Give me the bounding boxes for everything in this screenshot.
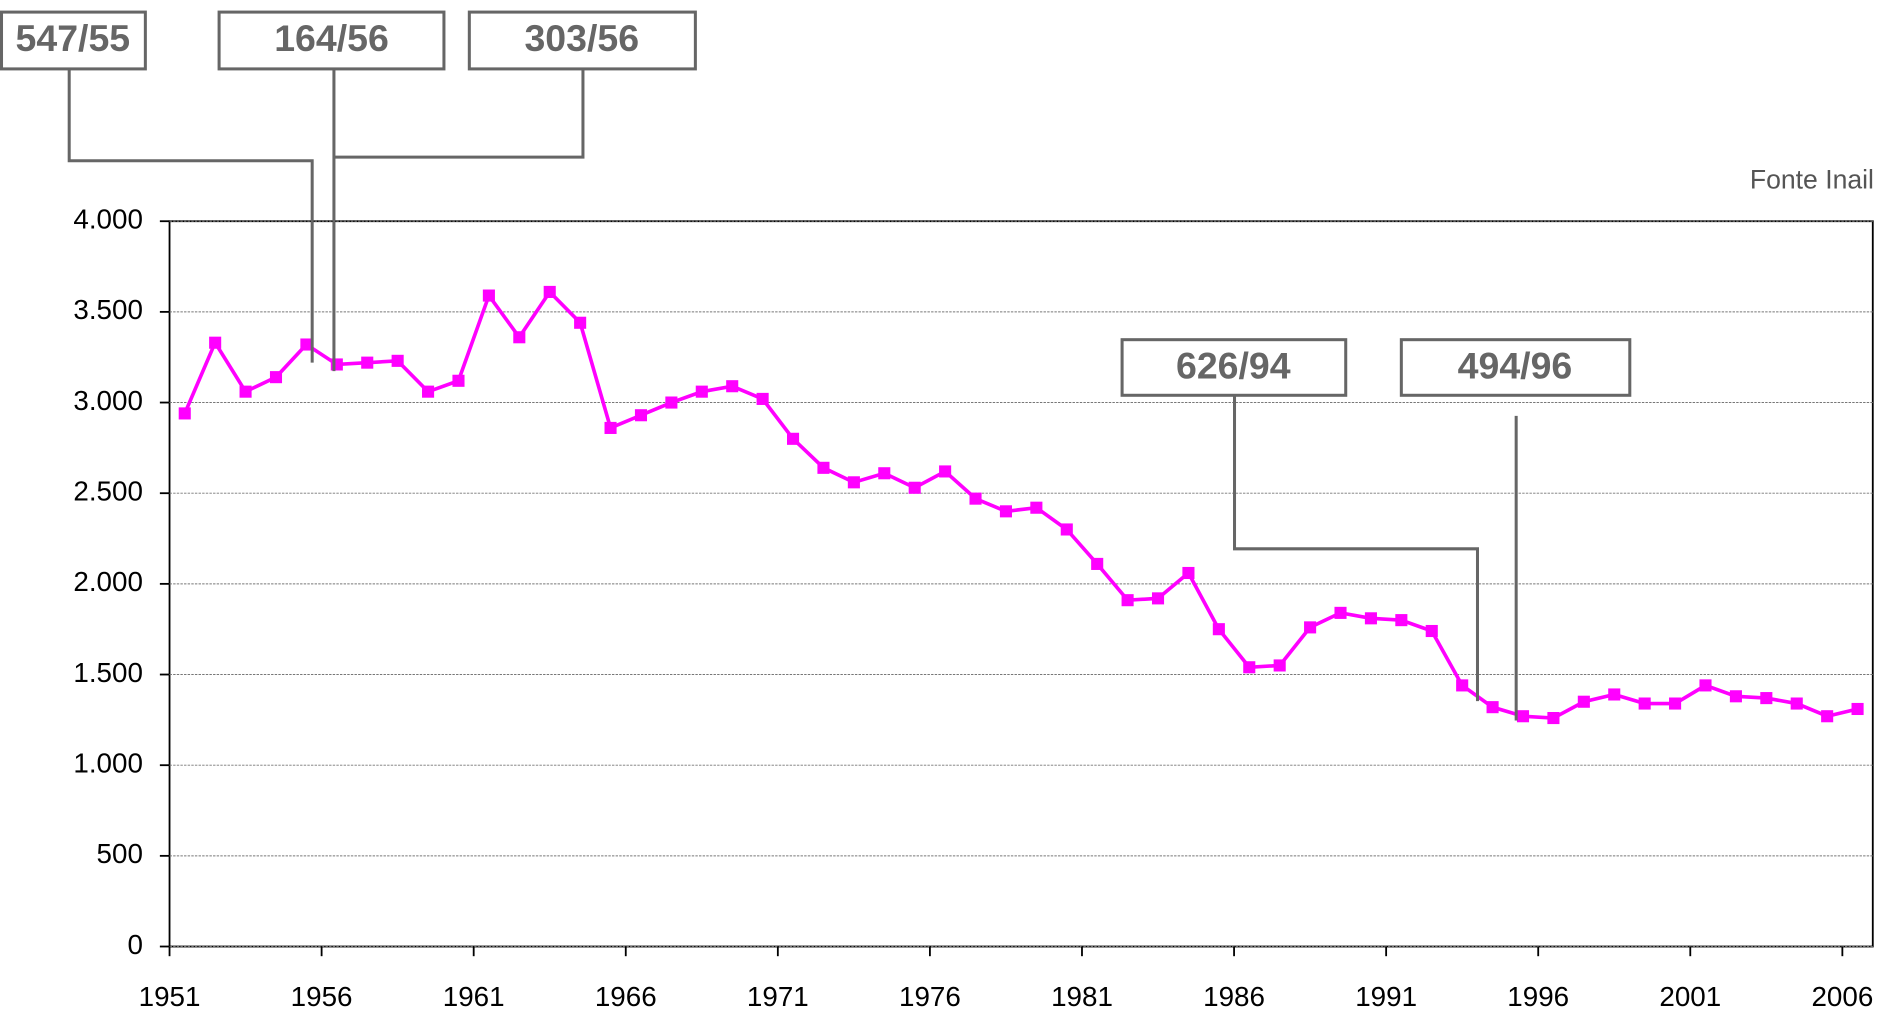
data-point <box>1577 695 1590 708</box>
y-tick-label: 2.000 <box>73 566 143 597</box>
data-point <box>1364 612 1377 625</box>
data-point <box>1334 606 1347 619</box>
data-point <box>1851 702 1864 716</box>
data-point <box>1151 592 1165 605</box>
y-tick-label: 2.500 <box>73 476 143 507</box>
data-point <box>1821 710 1834 723</box>
data-point <box>665 396 678 409</box>
data-point <box>878 467 891 480</box>
y-tick-label: 3.000 <box>73 385 143 416</box>
data-point <box>1121 594 1134 607</box>
data-point <box>817 461 830 474</box>
x-tick-label: 1956 <box>291 981 353 1012</box>
annotation-box <box>217 10 446 71</box>
y-tick-label: 500 <box>97 838 143 869</box>
data-point <box>969 492 982 505</box>
grid: 0 500 1.000 1.500 2.000 2.500 3.000 3.500 4.000 1… <box>73 204 1873 1012</box>
annotation-box <box>1120 338 1348 397</box>
x-tick-label: 1981 <box>1051 981 1113 1012</box>
annotation: 494/96 <box>1458 345 1573 387</box>
data-point <box>361 356 374 369</box>
x-tick-label: 1971 <box>747 981 809 1012</box>
x-tick-label: 1951 <box>139 981 201 1012</box>
data-point <box>756 392 769 405</box>
data-point <box>786 432 800 445</box>
x-tick-label: 2001 <box>1659 981 1721 1012</box>
leader-line <box>333 68 585 159</box>
data-point <box>1760 692 1773 705</box>
x-tick-label: 1986 <box>1203 981 1265 1012</box>
data-point <box>482 289 495 302</box>
data-point <box>1516 710 1530 723</box>
data-point <box>1273 659 1286 672</box>
annotation-box <box>1399 338 1632 397</box>
x-tick-label: 1966 <box>595 981 657 1012</box>
data-point <box>695 385 708 398</box>
data-point <box>574 316 587 329</box>
data-point <box>1091 557 1104 570</box>
data-point <box>209 336 222 349</box>
data-point <box>726 380 739 393</box>
data-point <box>269 371 283 384</box>
data-point <box>939 465 952 478</box>
data-point <box>1030 501 1043 514</box>
annotation: 303/56 <box>524 17 639 59</box>
annotation: 547/55 <box>16 17 131 59</box>
annotation-box <box>467 10 697 71</box>
data-point <box>1243 661 1256 674</box>
x-tick-label: 2006 <box>1811 981 1873 1012</box>
data-point <box>1638 697 1651 710</box>
y-tick-label: 1.000 <box>73 748 143 779</box>
y-tick-label: 1.500 <box>73 657 143 688</box>
data-point <box>239 385 252 398</box>
data-point <box>634 409 648 422</box>
source: Fonte Inail <box>1750 164 1874 194</box>
annotations: 547/55 164/56 303/56 626/94 494/96 <box>0 10 1632 721</box>
data-point <box>1547 712 1560 725</box>
data-point <box>1060 523 1073 536</box>
data-point <box>1486 701 1499 714</box>
data-point <box>1729 690 1742 703</box>
data-point <box>391 354 404 367</box>
data-point <box>604 421 617 434</box>
data-point <box>847 476 860 489</box>
leader-line <box>1233 395 1480 702</box>
data-point <box>999 505 1012 518</box>
data-point <box>300 338 313 351</box>
leader-line <box>67 68 314 363</box>
data-point <box>178 407 191 420</box>
x-tick-label: 1996 <box>1507 981 1569 1012</box>
data-point <box>1456 679 1469 692</box>
x-tick-label: 1991 <box>1355 981 1417 1012</box>
annotation: 626/94 <box>1176 345 1291 387</box>
data-point <box>1425 624 1438 638</box>
y-tick-label: 0 <box>127 929 142 960</box>
data-point <box>543 285 556 298</box>
data-point <box>1699 679 1712 692</box>
x-tick-label: 1961 <box>443 981 505 1012</box>
annotation-box <box>0 10 147 71</box>
annotation: 164/56 <box>274 17 389 59</box>
data-point <box>1212 623 1225 636</box>
data-point <box>422 385 435 398</box>
data-point <box>513 331 526 344</box>
data-point <box>1608 688 1621 701</box>
data-point <box>1304 621 1317 634</box>
data-point <box>1669 697 1682 710</box>
data-point <box>1790 697 1803 710</box>
x-tick-label: 1976 <box>899 981 961 1012</box>
data-point <box>908 481 921 494</box>
data-point <box>452 374 465 387</box>
y-tick-label: 3.500 <box>73 294 143 325</box>
data-point <box>1182 566 1195 580</box>
data-point <box>1395 614 1408 627</box>
y-tick-label: 4.000 <box>73 204 143 235</box>
